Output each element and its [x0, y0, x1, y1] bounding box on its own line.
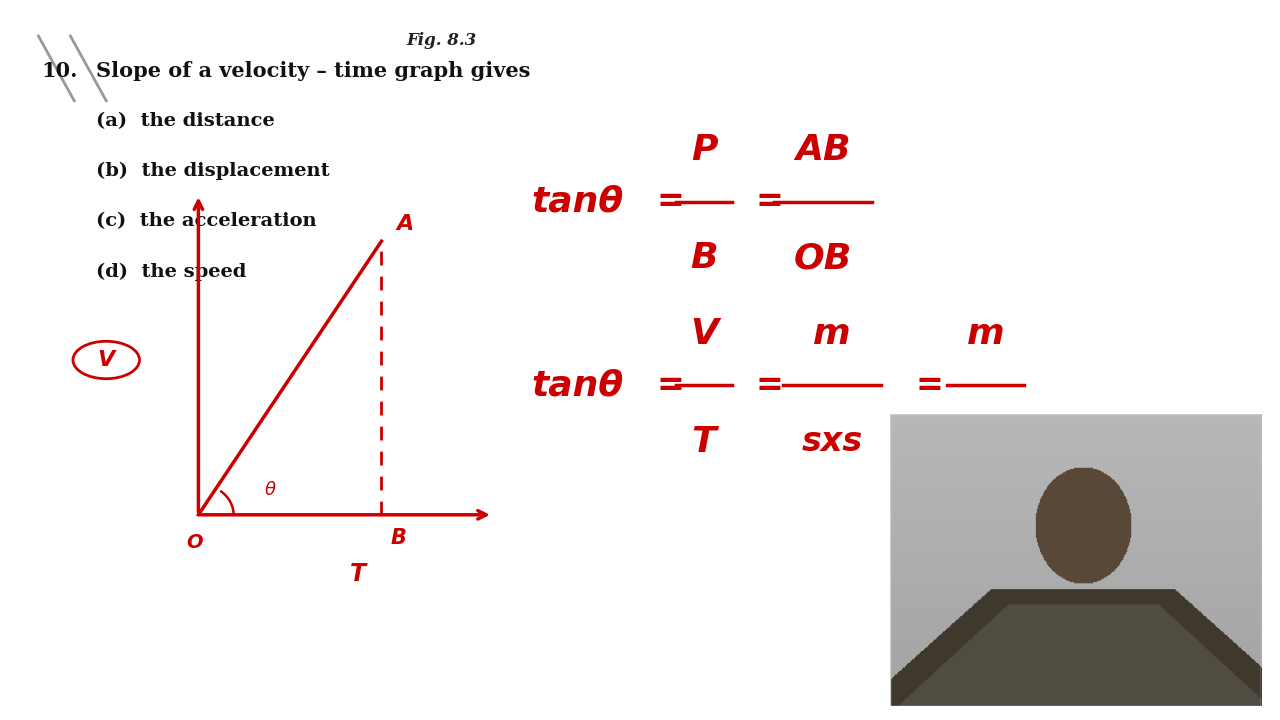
Text: T: T — [351, 562, 366, 585]
Text: 10.: 10. — [41, 61, 78, 81]
Text: =: = — [915, 369, 943, 402]
Text: θ: θ — [265, 481, 276, 499]
Text: B: B — [690, 241, 718, 275]
Text: V: V — [97, 350, 115, 370]
Text: =: = — [657, 185, 685, 218]
Text: Fig. 8.3: Fig. 8.3 — [407, 32, 476, 50]
Text: (d)  the speed: (d) the speed — [96, 263, 246, 281]
Text: OB: OB — [794, 241, 852, 275]
Bar — [890, 414, 1261, 706]
Text: sxs: sxs — [801, 425, 863, 458]
Text: P: P — [691, 133, 717, 167]
Text: m: m — [966, 317, 1005, 351]
Text: =: = — [755, 369, 783, 402]
Text: m: m — [813, 317, 851, 351]
Text: A: A — [397, 214, 413, 234]
Text: T: T — [691, 425, 717, 459]
Text: (a)  the distance: (a) the distance — [96, 112, 275, 130]
Text: •: • — [998, 414, 1006, 428]
Text: s: s — [975, 425, 996, 458]
Text: B: B — [390, 528, 406, 548]
Text: Slope of a velocity – time graph gives: Slope of a velocity – time graph gives — [96, 61, 530, 81]
Text: =: = — [657, 369, 685, 402]
Text: =: = — [755, 185, 783, 218]
Text: tanθ: tanθ — [531, 184, 623, 219]
Text: tanθ: tanθ — [531, 368, 623, 402]
Text: (b)  the displacement: (b) the displacement — [96, 162, 330, 180]
Text: O: O — [187, 533, 202, 552]
Text: (c)  the acceleration: (c) the acceleration — [96, 212, 316, 230]
Text: AB: AB — [795, 133, 851, 167]
Text: V: V — [690, 317, 718, 351]
